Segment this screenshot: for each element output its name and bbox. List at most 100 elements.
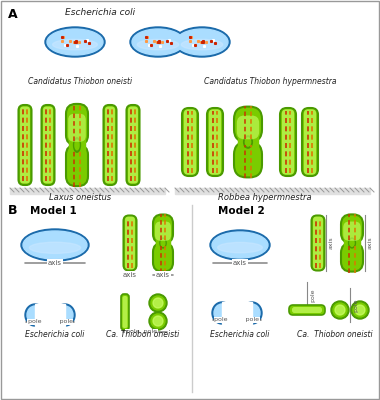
Ellipse shape (153, 316, 163, 326)
Ellipse shape (333, 303, 347, 317)
Ellipse shape (75, 140, 79, 150)
FancyBboxPatch shape (66, 104, 88, 145)
Ellipse shape (47, 29, 103, 55)
Text: pole         pole: pole pole (27, 320, 73, 324)
FancyBboxPatch shape (234, 107, 262, 142)
Text: pole  pole: pole pole (126, 330, 157, 334)
FancyBboxPatch shape (124, 216, 136, 270)
FancyBboxPatch shape (105, 107, 115, 183)
Text: Robbea hypermnestra: Robbea hypermnestra (218, 193, 312, 202)
Text: axis: axis (48, 260, 62, 266)
Text: Ca.  Thiobon oneisti: Ca. Thiobon oneisti (297, 330, 373, 339)
Ellipse shape (351, 301, 369, 319)
Text: Ca. Thiobon oneisti: Ca. Thiobon oneisti (106, 330, 180, 339)
FancyBboxPatch shape (341, 243, 363, 272)
FancyBboxPatch shape (122, 296, 128, 328)
Text: Escherichia coli: Escherichia coli (25, 330, 85, 339)
Ellipse shape (214, 304, 230, 322)
Ellipse shape (174, 27, 230, 57)
FancyBboxPatch shape (20, 107, 30, 183)
Ellipse shape (244, 304, 260, 322)
Ellipse shape (137, 40, 179, 50)
Ellipse shape (25, 304, 45, 326)
Bar (3, 4, 377, 200)
Ellipse shape (218, 242, 263, 253)
Ellipse shape (161, 240, 165, 246)
FancyBboxPatch shape (341, 214, 363, 243)
FancyBboxPatch shape (19, 105, 32, 185)
FancyBboxPatch shape (209, 109, 221, 175)
Ellipse shape (181, 40, 223, 50)
Ellipse shape (331, 301, 349, 319)
Text: pole: pole (310, 288, 315, 302)
FancyBboxPatch shape (125, 217, 135, 270)
FancyBboxPatch shape (184, 109, 196, 175)
Ellipse shape (210, 230, 270, 260)
Text: Escherichia coli: Escherichia coli (65, 8, 135, 17)
FancyBboxPatch shape (280, 108, 296, 176)
Text: axis: axis (329, 237, 334, 249)
Ellipse shape (335, 305, 345, 315)
Bar (238, 134, 258, 150)
Bar (53, 304, 65, 326)
Text: pole         pole: pole pole (214, 318, 260, 322)
Text: Escherichia coli: Escherichia coli (210, 330, 270, 339)
Ellipse shape (151, 296, 165, 310)
Text: Laxus oneistus: Laxus oneistus (49, 193, 111, 202)
FancyBboxPatch shape (103, 105, 117, 185)
Text: Model 2: Model 2 (218, 206, 265, 216)
FancyBboxPatch shape (234, 142, 262, 178)
FancyBboxPatch shape (292, 307, 322, 313)
Text: axis: axis (233, 260, 247, 266)
Ellipse shape (244, 136, 252, 148)
Bar (222, 302, 234, 324)
Ellipse shape (153, 298, 163, 308)
Ellipse shape (45, 27, 105, 57)
Ellipse shape (29, 242, 81, 254)
Bar (175, 188, 370, 194)
Ellipse shape (74, 138, 81, 152)
Ellipse shape (149, 294, 167, 312)
FancyBboxPatch shape (302, 108, 318, 176)
Ellipse shape (52, 40, 97, 50)
Text: axis: axis (123, 272, 137, 278)
Bar (240, 302, 252, 324)
FancyBboxPatch shape (304, 109, 316, 175)
FancyBboxPatch shape (68, 114, 86, 142)
Bar (344, 236, 360, 250)
FancyBboxPatch shape (128, 107, 138, 183)
Ellipse shape (348, 238, 355, 248)
FancyBboxPatch shape (127, 105, 139, 185)
Ellipse shape (23, 231, 87, 259)
Text: pole: pole (353, 298, 358, 312)
FancyBboxPatch shape (41, 105, 54, 185)
Text: Model 1: Model 1 (30, 206, 77, 216)
Text: A: A (8, 8, 17, 21)
Text: axis: axis (368, 237, 373, 249)
Ellipse shape (149, 312, 167, 330)
FancyBboxPatch shape (43, 107, 53, 183)
FancyBboxPatch shape (155, 222, 171, 241)
Ellipse shape (151, 314, 165, 328)
Bar (156, 236, 170, 250)
Ellipse shape (21, 229, 89, 261)
Bar (35, 304, 47, 326)
Ellipse shape (350, 240, 354, 246)
Ellipse shape (27, 306, 43, 324)
FancyBboxPatch shape (343, 222, 361, 241)
Text: axis: axis (156, 272, 170, 278)
Bar (3, 201, 377, 395)
FancyBboxPatch shape (282, 109, 294, 175)
Ellipse shape (355, 305, 365, 315)
Text: B: B (8, 204, 17, 217)
FancyBboxPatch shape (207, 108, 223, 176)
FancyBboxPatch shape (121, 294, 129, 330)
FancyBboxPatch shape (66, 145, 88, 186)
Ellipse shape (212, 232, 268, 258)
FancyBboxPatch shape (237, 116, 259, 139)
FancyBboxPatch shape (153, 243, 173, 272)
FancyBboxPatch shape (312, 216, 325, 270)
Bar (10, 188, 165, 194)
Text: Candidatus Thiobon hypermnestra: Candidatus Thiobon hypermnestra (204, 77, 336, 86)
Ellipse shape (57, 306, 73, 324)
